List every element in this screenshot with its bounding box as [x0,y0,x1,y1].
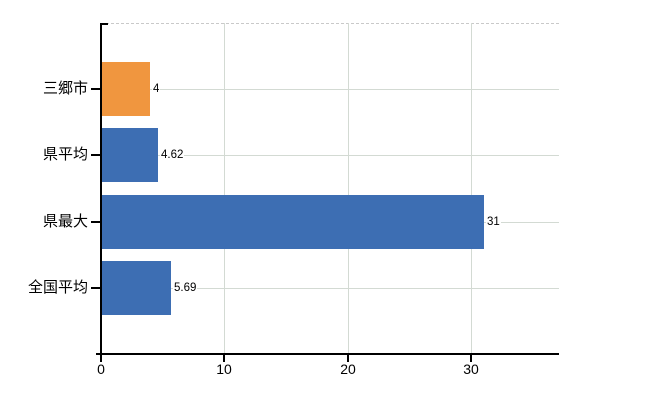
plot-area: 4 4.62 31 5.69 三郷市県平均県最大全国平均 0 10 20 30 [28,23,559,377]
bar-value-label: 5.69 [173,281,198,295]
bar-value-label: 31 [486,215,501,229]
chart-bar-三郷市 [101,62,150,116]
category-label-県最大: 県最大 [42,213,88,230]
vertical-gridline [224,23,226,354]
vertical-gridline [347,23,349,354]
horizontal-gridline [101,89,559,90]
y-axis-tick [91,287,100,289]
bar-value-label: 4 [152,82,161,96]
y-axis-tick [91,154,100,156]
x-axis-tick-label: 20 [340,361,356,377]
plot-top-border [101,23,559,24]
x-axis-tick [223,355,225,362]
y-axis-line [100,23,102,354]
x-axis-tick-label: 30 [463,361,479,377]
category-label-三郷市: 三郷市 [42,80,88,97]
horizontal-gridline [101,288,559,289]
y-axis-top-cap [100,23,108,25]
x-axis-tick-label: 10 [216,361,232,377]
chart-bar-全国平均 [101,261,171,315]
vertical-gridline [471,23,473,354]
chart-bar-県平均 [101,128,158,182]
category-label-県平均: 県平均 [42,146,88,163]
horizontal-gridline [101,155,559,156]
bar-value-label: 4.62 [160,148,185,162]
y-axis-tick [91,221,100,223]
y-axis-tick [91,88,100,90]
x-axis-tick [470,355,472,362]
x-axis-line [96,353,559,355]
category-label-全国平均: 全国平均 [27,279,88,296]
chart-bar-県最大 [101,195,484,249]
x-axis-tick [347,355,349,362]
x-axis-tick-label: 0 [97,361,105,377]
x-axis-tick [100,355,102,362]
